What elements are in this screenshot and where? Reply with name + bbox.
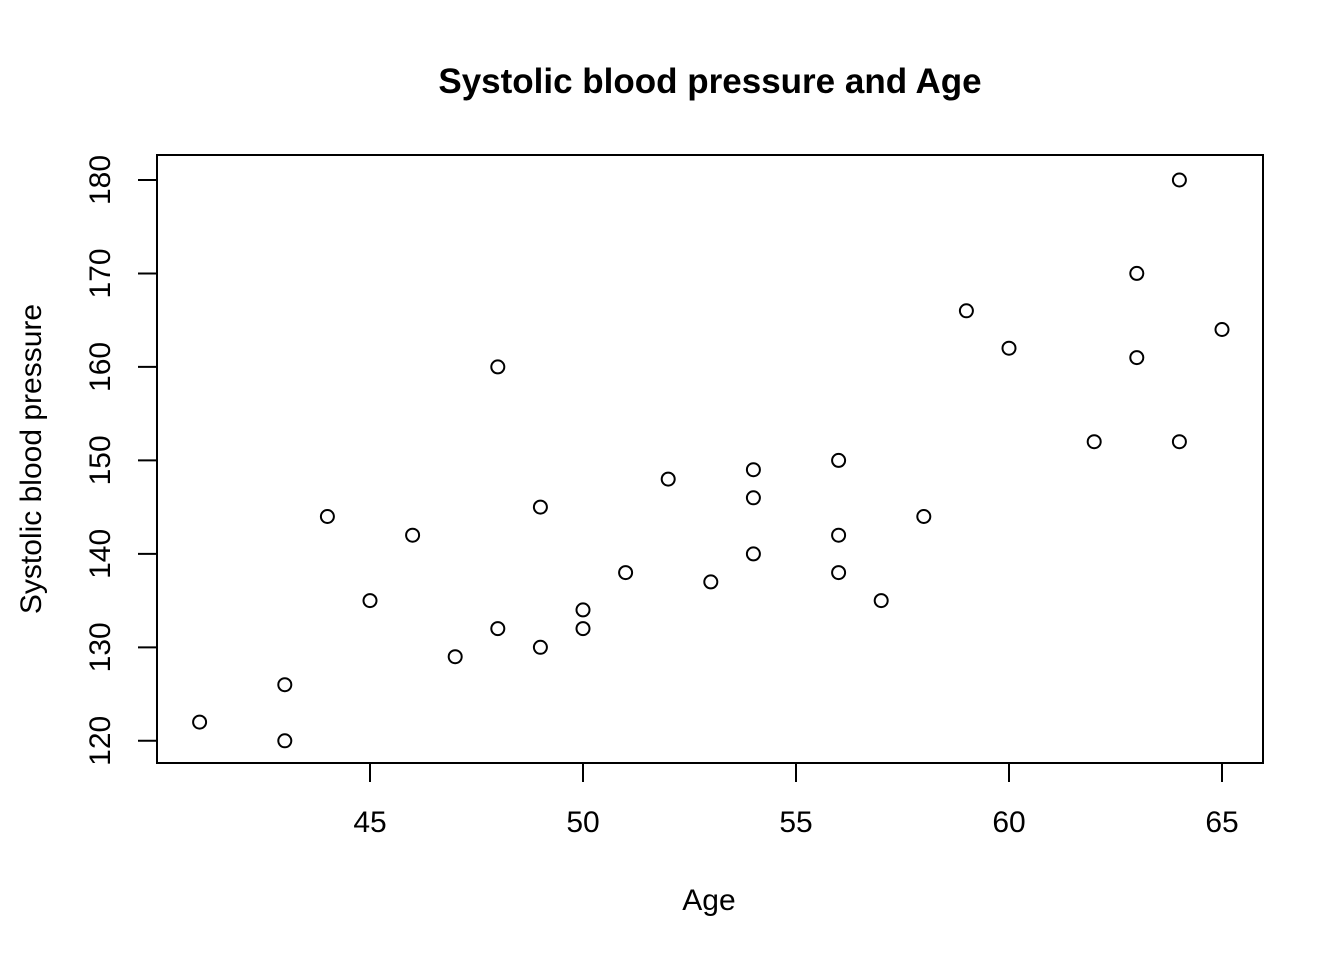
data-point — [532, 639, 548, 655]
data-point — [660, 471, 676, 487]
x-axis-label: Age — [682, 884, 735, 917]
data-point — [703, 574, 719, 590]
data-point — [745, 546, 761, 562]
data-points — [192, 172, 1230, 749]
data-point — [447, 649, 463, 665]
data-point — [831, 527, 847, 543]
data-point — [277, 677, 293, 693]
data-point — [1214, 322, 1230, 337]
data-point — [831, 452, 847, 468]
x-tick-label: 50 — [566, 806, 599, 839]
data-point — [277, 733, 293, 749]
y-axis-ticks — [138, 178, 157, 742]
y-tick-label: 160 — [84, 342, 117, 392]
data-point — [831, 565, 847, 581]
data-point — [575, 621, 591, 637]
data-point — [319, 509, 335, 524]
y-tick-label: 130 — [84, 622, 117, 672]
data-point — [575, 602, 591, 618]
data-point — [745, 490, 761, 506]
x-tick-label: 45 — [353, 806, 386, 839]
data-point — [490, 359, 506, 375]
x-tick-label: 55 — [779, 806, 812, 839]
x-tick-label: 60 — [992, 806, 1025, 839]
x-axis-ticks — [369, 763, 1223, 782]
data-point — [873, 593, 889, 609]
data-point — [1086, 434, 1102, 450]
data-point — [958, 303, 974, 319]
data-point — [1171, 434, 1187, 450]
y-tick-label: 180 — [84, 155, 117, 205]
y-tick-label: 140 — [84, 529, 117, 579]
data-point — [916, 509, 932, 524]
data-point — [405, 527, 421, 543]
chart-title: Systolic blood pressure and Age — [438, 62, 981, 101]
plot-area-border — [156, 154, 1264, 764]
y-tick-label: 170 — [84, 248, 117, 298]
y-tick-label: 120 — [84, 716, 117, 766]
x-axis-tick-labels: 45 50 55 60 65 — [353, 806, 1238, 839]
data-point — [532, 499, 548, 515]
y-axis-label: Systolic blood pressure — [15, 304, 48, 614]
data-point — [745, 462, 761, 478]
data-point — [192, 714, 208, 730]
data-point — [618, 565, 634, 581]
data-point — [1129, 265, 1145, 281]
data-point — [1001, 340, 1017, 356]
y-tick-label: 150 — [84, 435, 117, 485]
y-axis-tick-labels: 120 130 140 150 160 170 180 — [84, 155, 117, 766]
x-tick-label: 65 — [1205, 806, 1238, 839]
data-point — [1129, 350, 1145, 366]
data-point — [490, 621, 506, 637]
data-point — [1171, 172, 1187, 188]
data-point — [362, 593, 378, 609]
